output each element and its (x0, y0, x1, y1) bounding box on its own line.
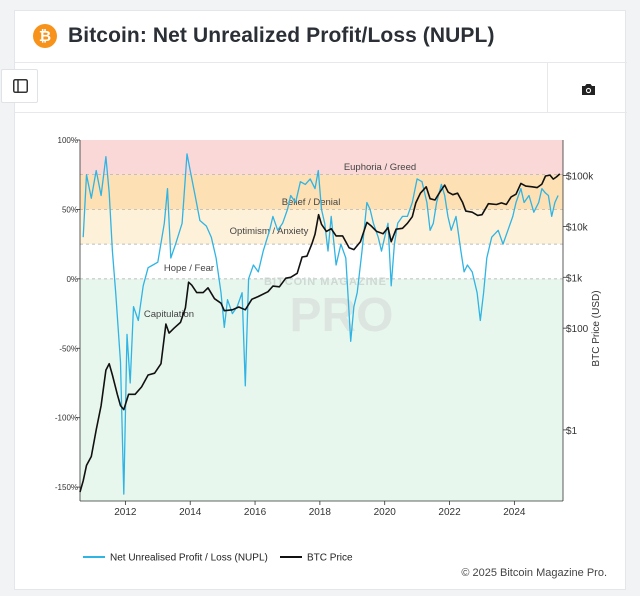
left-tick-label: -50% (59, 344, 78, 353)
zone-band (80, 140, 563, 175)
x-tick-label: 2014 (179, 507, 202, 518)
x-tick-label: 2016 (244, 507, 267, 518)
right-tick-label: $100 (566, 324, 589, 335)
zone-label: Euphoria / Greed (344, 162, 416, 173)
left-tick-label: 100% (58, 136, 78, 145)
x-tick-label: 2018 (309, 507, 332, 518)
zone-label: Hope / Fear (164, 263, 214, 274)
left-tick-label: 50% (62, 205, 78, 214)
legend-label: Net Unrealised Profit / Loss (NUPL) (110, 553, 268, 564)
x-tick-label: 2024 (503, 507, 526, 518)
right-tick-label: $10k (566, 222, 589, 233)
btc-price-series-line (79, 173, 561, 493)
nupl-series-line (82, 153, 559, 495)
x-tick-label: 2020 (374, 507, 397, 518)
bitcoin-logo-icon: ₿ (33, 24, 57, 48)
camera-icon (582, 84, 595, 95)
zone-band (80, 209, 563, 245)
right-tick-label: $100k (566, 172, 594, 183)
chart-toolbar (1, 63, 627, 113)
watermark-line2: PRO (289, 289, 393, 342)
chart-header: ₿ Bitcoin: Net Unrealized Profit/Loss (N… (15, 11, 627, 63)
zone-band (80, 278, 563, 501)
page-title: Bitcoin: Net Unrealized Profit/Loss (NUP… (68, 24, 495, 47)
sidebar-toggle-button[interactable] (1, 69, 38, 103)
left-tick-label: 0% (66, 275, 78, 284)
zone-label: Capitulation (144, 309, 194, 320)
zone-label: Belief / Denial (282, 197, 341, 208)
zone-band (80, 244, 563, 279)
right-tick-label: $1k (566, 273, 583, 284)
chart-card: ₿ Bitcoin: Net Unrealized Profit/Loss (N… (1, 10, 627, 591)
sidebar-toggle-icon (13, 79, 28, 93)
watermark-line1: BITCOIN MAGAZINE (264, 276, 387, 288)
legend-label: BTC Price (307, 553, 353, 564)
x-tick-label: 2012 (114, 507, 137, 518)
chart-area: BITCOIN MAGAZINE PRO Euphoria / Greed Belie… (15, 113, 627, 591)
camera-button[interactable] (547, 63, 627, 113)
copyright-text: © 2025 Bitcoin Magazine Pro. (461, 567, 607, 579)
right-tick-label: $1 (566, 426, 578, 437)
left-tick-label: -100% (55, 414, 78, 423)
left-tick-label: -150% (55, 483, 78, 492)
x-tick-label: 2022 (438, 507, 461, 518)
right-axis-title: BTC Price (USD) (591, 290, 602, 366)
